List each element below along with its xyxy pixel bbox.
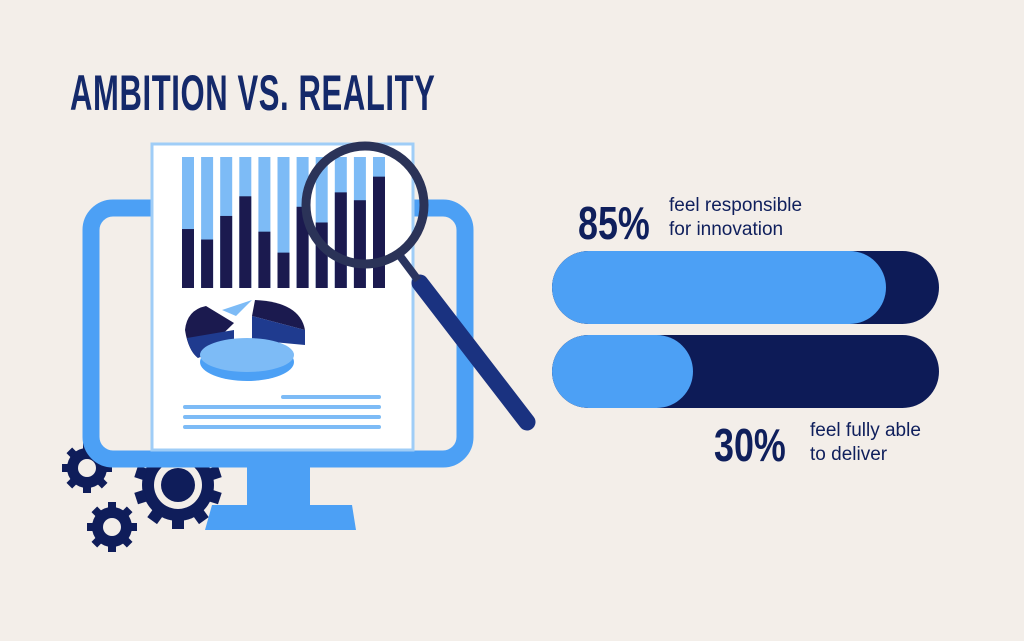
gear-tooth — [66, 447, 78, 459]
gear-tooth — [83, 486, 91, 493]
stat-description-line: feel responsible — [669, 195, 803, 216]
pie-chart-icon — [185, 300, 305, 381]
gear-tooth — [66, 477, 78, 489]
stat-description: feel responsible for innovation — [669, 194, 802, 242]
progress-fill — [552, 335, 694, 408]
gear-tooth — [96, 477, 108, 489]
report-bar — [334, 192, 347, 288]
stat-value: 85% — [578, 197, 650, 249]
stat-description: feel fully able to deliver — [810, 419, 921, 467]
gear-tooth — [91, 536, 103, 548]
report-bar — [220, 215, 233, 288]
report-document-icon — [150, 142, 415, 452]
gear-tooth — [91, 506, 103, 518]
report-bar — [182, 229, 194, 288]
gear-tooth — [62, 464, 69, 472]
progress-bar-responsible — [552, 251, 939, 324]
progress-bar-able-to-deliver — [552, 335, 939, 408]
gear-tooth — [121, 506, 133, 518]
gear-tooth — [108, 545, 116, 552]
text-lines — [183, 395, 381, 429]
gear-tooth — [193, 508, 209, 525]
gear-tooth — [172, 519, 184, 529]
gear-tooth — [134, 465, 148, 481]
magnifying-glass-icon — [301, 141, 536, 431]
gear-tooth — [108, 502, 116, 509]
report-bar — [353, 200, 366, 288]
gear-tooth — [121, 536, 133, 548]
gear-tooth — [208, 465, 222, 481]
report-bar — [239, 196, 252, 288]
page-title: AMBITION VS. REALITY — [70, 65, 436, 121]
gear-tooth — [208, 489, 222, 505]
gear-tooth — [147, 508, 163, 525]
stat-description-line: to deliver — [810, 444, 888, 465]
report-bar — [258, 231, 271, 288]
gear-tooth — [87, 523, 94, 531]
report-bar — [201, 239, 214, 288]
gear-tooth — [134, 489, 148, 505]
progress-fill — [552, 251, 887, 324]
gear-tooth — [130, 523, 137, 531]
stat-description-line: for innovation — [669, 219, 784, 240]
report-bar — [373, 176, 385, 288]
stat-value: 30% — [714, 419, 786, 471]
report-bar — [277, 252, 290, 288]
stat-description-line: feel fully able — [810, 420, 921, 441]
